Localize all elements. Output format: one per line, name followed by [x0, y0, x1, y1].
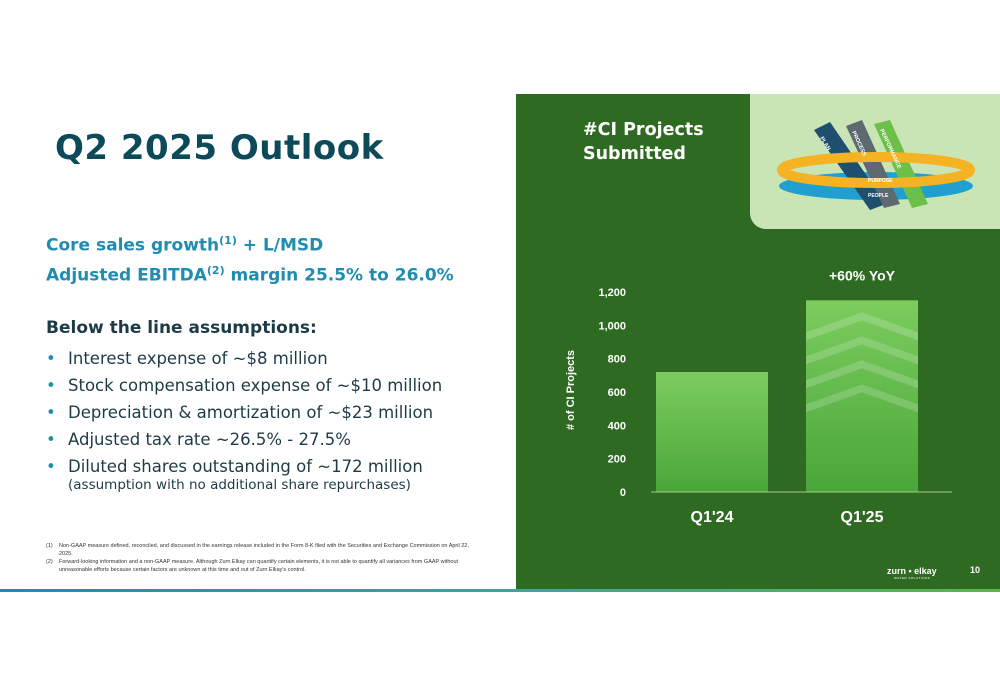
- assumptions-list: • Interest expense of ~$8 million • Stock …: [46, 345, 506, 493]
- core-sales-growth: Core sales growth(1) + L/MSD: [46, 234, 323, 256]
- purpose-ring: [777, 152, 975, 188]
- y-tick-label: 0: [620, 487, 626, 499]
- footnote-text: Forward-looking information and a non-GA…: [59, 559, 459, 573]
- ebitda-label: Adjusted EBITDA: [46, 265, 207, 286]
- purpose-label: PURPOSE: [868, 178, 893, 184]
- company-logo: zurn • elkay: [887, 566, 937, 576]
- footnote: (2) Forward-looking information and a non…: [46, 558, 476, 574]
- adjusted-ebitda: Adjusted EBITDA(2) margin 25.5% to 26.0%: [46, 264, 454, 286]
- x-tick-label: Q1'24: [691, 509, 734, 526]
- footnote-number: (2): [46, 559, 53, 565]
- slide-title: Q2 2025 Outlook: [55, 128, 384, 168]
- chevron-shape: [806, 336, 918, 365]
- assumption-note: (assumption with no additional share rep…: [68, 477, 411, 493]
- chart-title-line2: Submitted: [583, 144, 686, 164]
- people-label: PEOPLE: [868, 193, 889, 199]
- plan-band: [814, 122, 886, 210]
- chevron-shape: [806, 360, 918, 389]
- list-item: • Stock compensation expense of ~$10 mill…: [46, 372, 506, 399]
- chart-title-line1: #CI Projects: [583, 120, 704, 140]
- list-item: • Diluted shares outstanding of ~172 mill…: [46, 453, 506, 493]
- bottom-accent-line: [0, 589, 1000, 592]
- footnote-ref-2: (2): [206, 264, 225, 277]
- ci-graphic: PLAN PROCESS PERFORMANCE PURPOSE PEOPLE: [777, 120, 975, 210]
- bar: [656, 372, 768, 492]
- bar: [806, 300, 918, 492]
- footnotes: (1) Non-GAAP measure defined, reconciled,…: [46, 542, 476, 574]
- y-tick-label: 1,200: [598, 287, 626, 299]
- assumption-text: Depreciation & amortization of ~$23 mill…: [68, 403, 434, 422]
- footnote-number: (1): [46, 543, 53, 549]
- chevron-shape: [806, 384, 918, 413]
- logo-tagline: WATER SOLUTIONS: [894, 576, 931, 580]
- y-tick-label: 600: [608, 387, 626, 399]
- core-sales-value: + L/MSD: [236, 235, 324, 256]
- bullet-icon: •: [46, 403, 56, 422]
- list-item: • Adjusted tax rate ~26.5% - 27.5%: [46, 426, 506, 453]
- assumption-text: Stock compensation expense of ~$10 milli…: [68, 376, 443, 395]
- list-item: • Interest expense of ~$8 million: [46, 345, 506, 372]
- y-axis-label: # of CI Projects: [565, 350, 577, 430]
- ci-projects-chart: 0 200 400 600 800 1,000 1,200 Q1'24 Q1'25 # of …: [565, 267, 952, 526]
- bullet-icon: •: [46, 457, 56, 476]
- bullet-icon: •: [46, 376, 56, 395]
- assumption-text: Diluted shares outstanding of ~172 milli…: [68, 457, 423, 476]
- list-item: • Depreciation & amortization of ~$23 mil…: [46, 399, 506, 426]
- y-tick-label: 800: [608, 354, 626, 366]
- footnote-ref-1: (1): [219, 234, 237, 247]
- yoy-annotation: +60% YoY: [829, 267, 896, 283]
- ebitda-value: margin 25.5% to 26.0%: [224, 265, 454, 286]
- y-tick-label: 400: [608, 420, 626, 432]
- chevron-pattern: [806, 312, 918, 413]
- assumption-text: Adjusted tax rate ~26.5% - 27.5%: [68, 430, 351, 449]
- bullet-icon: •: [46, 430, 56, 449]
- y-tick-label: 200: [608, 454, 626, 466]
- y-tick-label: 1,000: [598, 320, 626, 332]
- assumptions-heading: Below the line assumptions:: [46, 318, 317, 338]
- bullet-icon: •: [46, 349, 56, 368]
- assumption-text: Interest expense of ~$8 million: [68, 349, 328, 368]
- core-sales-label: Core sales growth: [46, 235, 220, 256]
- chevron-shape: [806, 312, 918, 341]
- page-number: 10: [970, 565, 981, 575]
- footnote: (1) Non-GAAP measure defined, reconciled,…: [46, 542, 476, 558]
- footnote-text: Non-GAAP measure defined, reconciled, an…: [59, 543, 469, 557]
- chart-title: #CI Projects Submitted: [583, 118, 704, 166]
- x-tick-label: Q1'25: [841, 509, 884, 526]
